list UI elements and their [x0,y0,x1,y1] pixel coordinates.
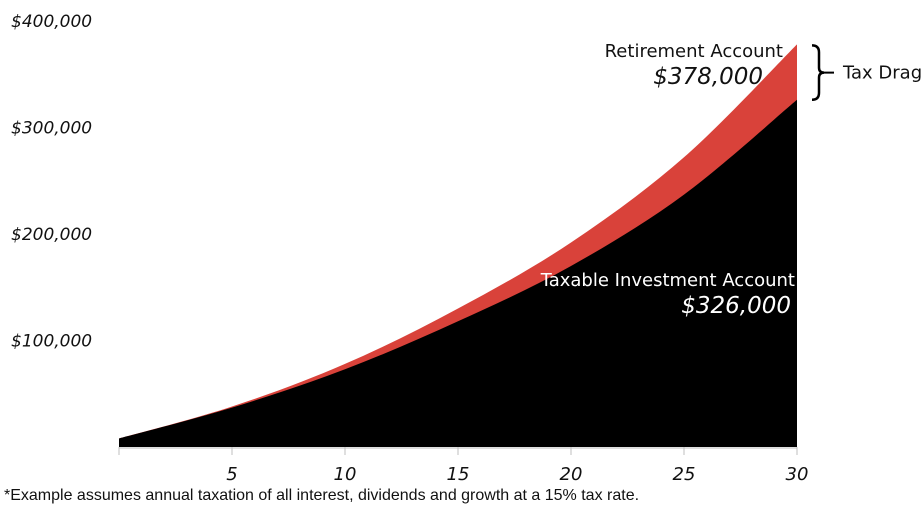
tax-drag-label: Tax Drag [842,63,921,84]
y-tick-label: $300,000 [11,119,92,139]
y-tick-label: $100,000 [11,332,92,352]
y-tick-label: $200,000 [11,225,92,245]
retirement-account-value: $378,000 [653,64,763,90]
y-tick-label: $400,000 [11,12,92,32]
retirement-account-label: Retirement Account [605,41,783,62]
x-tick-label: 10 [334,464,357,485]
footnote: *Example assumes annual taxation of all … [4,487,640,504]
x-tick-label: 5 [226,464,237,485]
x-tick-label: 20 [560,464,583,485]
taxable-account-label: Taxable Investment Account [540,270,795,291]
series-area-1 [119,99,797,448]
x-tick-label: 15 [447,464,470,485]
tax-drag-bracket [811,44,825,102]
x-tick-label: 25 [673,464,696,485]
taxable-account-value: $326,000 [681,293,791,319]
x-tick-label: 30 [786,464,809,485]
